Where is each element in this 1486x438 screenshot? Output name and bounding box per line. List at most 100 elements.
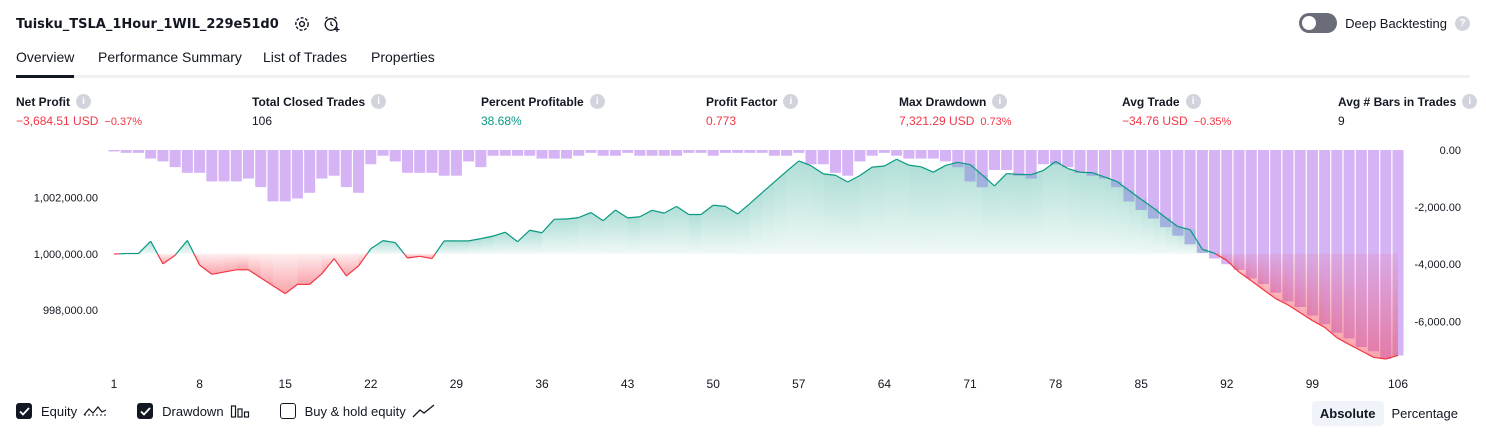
legend-buy-hold-equity[interactable]: Buy & hold equity xyxy=(279,403,436,419)
metric-value: 7,321.29 USD xyxy=(899,114,975,128)
tab-list-of-trades[interactable]: List of Trades xyxy=(263,49,348,65)
add-alert-clock-icon[interactable] xyxy=(323,15,341,33)
absolute-button[interactable]: Absolute xyxy=(1311,401,1384,426)
equity-line-segment xyxy=(1373,356,1386,360)
tab-performance-summary[interactable]: Performance Summary xyxy=(98,49,242,65)
metric-label: Max Drawdown xyxy=(899,94,987,109)
equity-area-segment xyxy=(811,165,824,254)
equity-area-segment xyxy=(199,253,212,275)
x-axis-tick-label: 106 xyxy=(1388,377,1408,390)
drawdown-bar xyxy=(487,150,499,156)
info-icon[interactable]: i xyxy=(1462,94,1478,109)
equity-drawdown-chart[interactable]: 1,002,000.00 1,000,000.00 998,000.00 0.00 -… xyxy=(0,140,1486,390)
checkbox-checked-icon[interactable] xyxy=(16,403,32,419)
equity-line-segment xyxy=(835,174,849,183)
equity-area-segment xyxy=(921,166,934,254)
drawdown-bar xyxy=(988,150,1000,170)
drawdown-bar xyxy=(1123,150,1135,202)
tab-overview[interactable]: Overview xyxy=(16,49,75,78)
info-icon[interactable]: i xyxy=(992,94,1008,109)
help-icon[interactable]: ? xyxy=(1455,15,1470,31)
buy-hold-line-icon xyxy=(412,403,436,419)
drawdown-bar xyxy=(597,150,609,156)
equity-area-segment xyxy=(358,253,368,266)
metric-net-profit: Net Profit i −3,684.51 USD −0.37% xyxy=(16,94,142,128)
info-icon[interactable]: i xyxy=(783,94,799,109)
info-icon[interactable]: i xyxy=(76,94,91,109)
tab-properties[interactable]: Properties xyxy=(371,49,435,65)
x-axis-tick-label: 22 xyxy=(364,377,378,390)
equity-line-segment xyxy=(1104,176,1117,182)
legend-drawdown[interactable]: Drawdown xyxy=(137,403,249,419)
equity-area-segment xyxy=(1336,253,1350,345)
equity-area-segment xyxy=(370,240,384,254)
equity-area-segment xyxy=(542,219,555,254)
left-axis: 1,002,000.00 1,000,000.00 998,000.00 xyxy=(34,193,98,317)
equity-line-segment xyxy=(1361,350,1374,358)
info-icon[interactable]: i xyxy=(371,94,387,109)
equity-line-segment xyxy=(663,205,677,214)
equity-line-segment xyxy=(615,209,628,219)
deep-backtesting-toggle[interactable] xyxy=(1299,13,1338,33)
drawdown-overlap-bar xyxy=(1184,229,1196,245)
drawdown-bar xyxy=(340,150,352,188)
equity-area-segment xyxy=(945,162,958,254)
drawdown-bar xyxy=(304,150,316,193)
info-icon[interactable]: i xyxy=(1185,94,1201,109)
right-axis-tick-label: -2,000.00 xyxy=(1415,202,1461,214)
drawdown-bars xyxy=(108,150,1404,359)
equity-area-segment xyxy=(456,240,469,254)
equity-line-segment xyxy=(186,240,195,255)
equity-line-segment xyxy=(627,216,640,219)
equity-area-segment xyxy=(444,240,457,254)
equity-line-segment xyxy=(1153,207,1167,219)
equity-line-segment xyxy=(981,174,995,187)
legend-label: Equity xyxy=(41,403,78,419)
equity-line-segment xyxy=(333,258,347,277)
equity-line-segment xyxy=(1214,252,1216,255)
drawdown-overlap-bar xyxy=(1196,249,1208,253)
equity-line-segment xyxy=(321,258,335,275)
settings-gear-icon[interactable] xyxy=(293,15,311,33)
drawdown-bar xyxy=(854,150,866,162)
equity-line-segment xyxy=(786,160,800,172)
drawdown-bar xyxy=(1135,150,1147,210)
drawdown-bar xyxy=(1196,150,1208,253)
info-icon[interactable]: i xyxy=(589,94,605,109)
drawdown-bar xyxy=(1025,150,1037,179)
drawdown-bar xyxy=(267,150,279,202)
drawdown-bar xyxy=(1343,150,1355,339)
legend-equity[interactable]: Equity xyxy=(16,403,107,419)
drawdown-bar xyxy=(744,150,756,153)
equity-area-segment xyxy=(1080,172,1093,254)
equity-area-segment xyxy=(994,173,1007,254)
equity-area-segment xyxy=(664,206,677,254)
equity-line-segment xyxy=(676,205,690,216)
equity-area-segment xyxy=(578,212,591,254)
drawdown-bar xyxy=(829,150,841,173)
equity-area-segment xyxy=(872,165,885,254)
x-axis-tick-label: 99 xyxy=(1306,377,1320,390)
equity-line-segment xyxy=(407,255,420,259)
drawdown-bar xyxy=(316,150,328,179)
equity-line-segment xyxy=(248,269,262,279)
drawdown-bars-icon xyxy=(230,403,250,419)
percentage-button[interactable]: Percentage xyxy=(1391,406,1459,421)
x-axis-tick-label: 1 xyxy=(111,377,118,390)
drawdown-overlap-bar xyxy=(952,162,964,168)
equity-line-segment xyxy=(859,166,873,177)
equity-line-segment xyxy=(578,212,592,219)
equity-line-segment xyxy=(1006,172,1019,176)
drawdown-bar xyxy=(377,150,389,156)
drawdown-bar xyxy=(1050,150,1062,165)
drawdown-bar xyxy=(585,150,597,153)
checkbox-checked-icon[interactable] xyxy=(137,403,154,419)
equity-area-segment xyxy=(896,159,909,254)
equity-area-segment xyxy=(786,160,799,254)
equity-area-segment xyxy=(1251,253,1264,290)
equity-area-segment xyxy=(1006,173,1019,254)
drawdown-bar xyxy=(230,150,242,182)
metric-percent: −0.37% xyxy=(104,116,143,128)
equity-area-segment xyxy=(1275,253,1288,305)
checkbox-unchecked-icon[interactable] xyxy=(279,403,296,419)
